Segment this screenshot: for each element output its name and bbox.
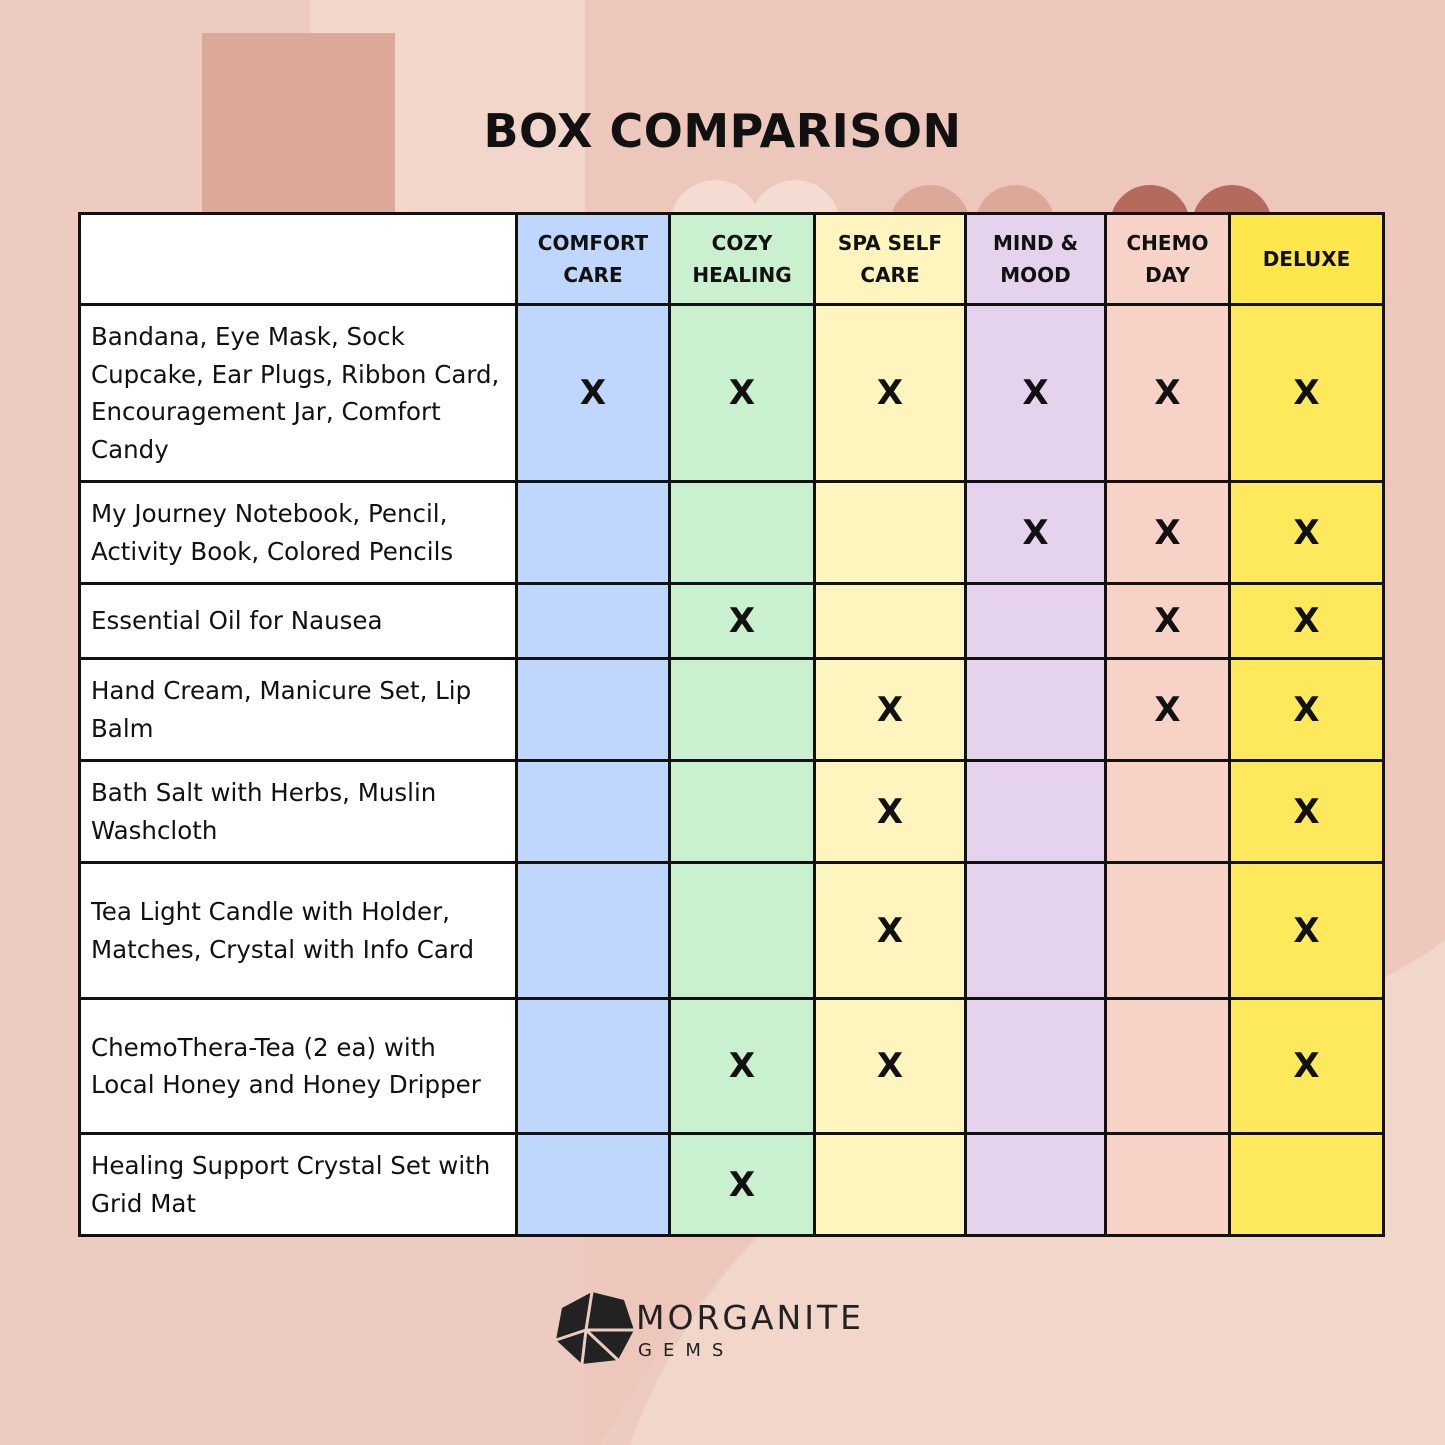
table-row: Bandana, Eye Mask, Sock Cupcake, Ear Plu… xyxy=(78,303,1385,483)
logo-name: MORGANITE xyxy=(636,1298,864,1337)
mark-cell xyxy=(515,1132,671,1237)
mark-cell: X xyxy=(1228,303,1385,483)
header-blank xyxy=(78,212,518,306)
comparison-table: COMFORT CARE COZY HEALING SPA SELF CARE MIN… xyxy=(78,212,1385,1237)
item-cell: Hand Cream, Manicure Set, Lip Balm xyxy=(78,657,518,762)
table-row: Essential Oil for Nausea X X X xyxy=(78,582,1385,660)
column-header: SPA SELF CARE xyxy=(813,212,967,306)
title: BOX COMPARISON xyxy=(483,104,962,158)
mark-cell: X xyxy=(1228,657,1385,762)
mark-cell: X xyxy=(1228,861,1385,1000)
mark-cell xyxy=(964,861,1107,1000)
table-row: Hand Cream, Manicure Set, Lip Balm X X X xyxy=(78,657,1385,762)
column-header: COMFORT CARE xyxy=(515,212,671,306)
mark-cell xyxy=(1104,861,1231,1000)
item-cell: Essential Oil for Nausea xyxy=(78,582,518,660)
mark-cell xyxy=(1104,759,1231,864)
mark-cell: X xyxy=(1228,480,1385,585)
mark-cell xyxy=(813,582,967,660)
mark-cell xyxy=(813,1132,967,1237)
header-row: COMFORT CARE COZY HEALING SPA SELF CARE MIN… xyxy=(78,212,1385,306)
item-cell: ChemoThera-Tea (2 ea) with Local Honey a… xyxy=(78,997,518,1135)
mark-cell xyxy=(515,861,671,1000)
table-row: Tea Light Candle with Holder, Matches, C… xyxy=(78,861,1385,1000)
mark-cell: X xyxy=(1104,582,1231,660)
mark-cell xyxy=(1228,1132,1385,1237)
mark-cell xyxy=(964,582,1107,660)
column-header: CHEMO DAY xyxy=(1104,212,1231,306)
mark-cell: X xyxy=(668,582,816,660)
column-header: DELUXE xyxy=(1228,212,1385,306)
mark-cell xyxy=(668,759,816,864)
item-cell: Tea Light Candle with Holder, Matches, C… xyxy=(78,861,518,1000)
mark-cell: X xyxy=(964,480,1107,585)
mark-cell: X xyxy=(1228,997,1385,1135)
column-header: COZY HEALING xyxy=(668,212,816,306)
mark-cell xyxy=(515,582,671,660)
mark-cell: X xyxy=(668,997,816,1135)
mark-cell xyxy=(515,480,671,585)
mark-cell xyxy=(964,997,1107,1135)
mark-cell xyxy=(668,657,816,762)
table-row: Healing Support Crystal Set with Grid Ma… xyxy=(78,1132,1385,1237)
table-row: Bath Salt with Herbs, Muslin Washcloth X X xyxy=(78,759,1385,864)
mark-cell xyxy=(515,759,671,864)
logo-sub: GEMS xyxy=(638,1340,735,1361)
item-cell: Bath Salt with Herbs, Muslin Washcloth xyxy=(78,759,518,864)
mark-cell: X xyxy=(813,759,967,864)
mark-cell xyxy=(668,861,816,1000)
mark-cell: X xyxy=(964,303,1107,483)
mark-cell xyxy=(515,997,671,1135)
mark-cell: X xyxy=(1104,657,1231,762)
table-row: ChemoThera-Tea (2 ea) with Local Honey a… xyxy=(78,997,1385,1135)
logo: MORGANITE GEMS xyxy=(552,1290,861,1370)
mark-cell: X xyxy=(1104,303,1231,483)
item-cell: Healing Support Crystal Set with Grid Ma… xyxy=(78,1132,518,1237)
mark-cell xyxy=(1104,997,1231,1135)
mark-cell: X xyxy=(813,861,967,1000)
mark-cell xyxy=(1104,1132,1231,1237)
mark-cell: X xyxy=(813,657,967,762)
mark-cell: X xyxy=(668,303,816,483)
mark-cell: X xyxy=(1104,480,1231,585)
mark-cell: X xyxy=(813,997,967,1135)
mark-cell: X xyxy=(1228,582,1385,660)
item-cell: Bandana, Eye Mask, Sock Cupcake, Ear Plu… xyxy=(78,303,518,483)
table-row: My Journey Notebook, Pencil, Activity Bo… xyxy=(78,480,1385,585)
mark-cell xyxy=(668,480,816,585)
mark-cell: X xyxy=(515,303,671,483)
mark-cell xyxy=(964,657,1107,762)
item-cell: My Journey Notebook, Pencil, Activity Bo… xyxy=(78,480,518,585)
mark-cell xyxy=(964,1132,1107,1237)
mark-cell: X xyxy=(1228,759,1385,864)
mark-cell xyxy=(964,759,1107,864)
logo-icon xyxy=(555,1291,634,1365)
mark-cell xyxy=(515,657,671,762)
mark-cell: X xyxy=(813,303,967,483)
mark-cell xyxy=(813,480,967,585)
mark-cell: X xyxy=(668,1132,816,1237)
column-header: MIND & MOOD xyxy=(964,212,1107,306)
